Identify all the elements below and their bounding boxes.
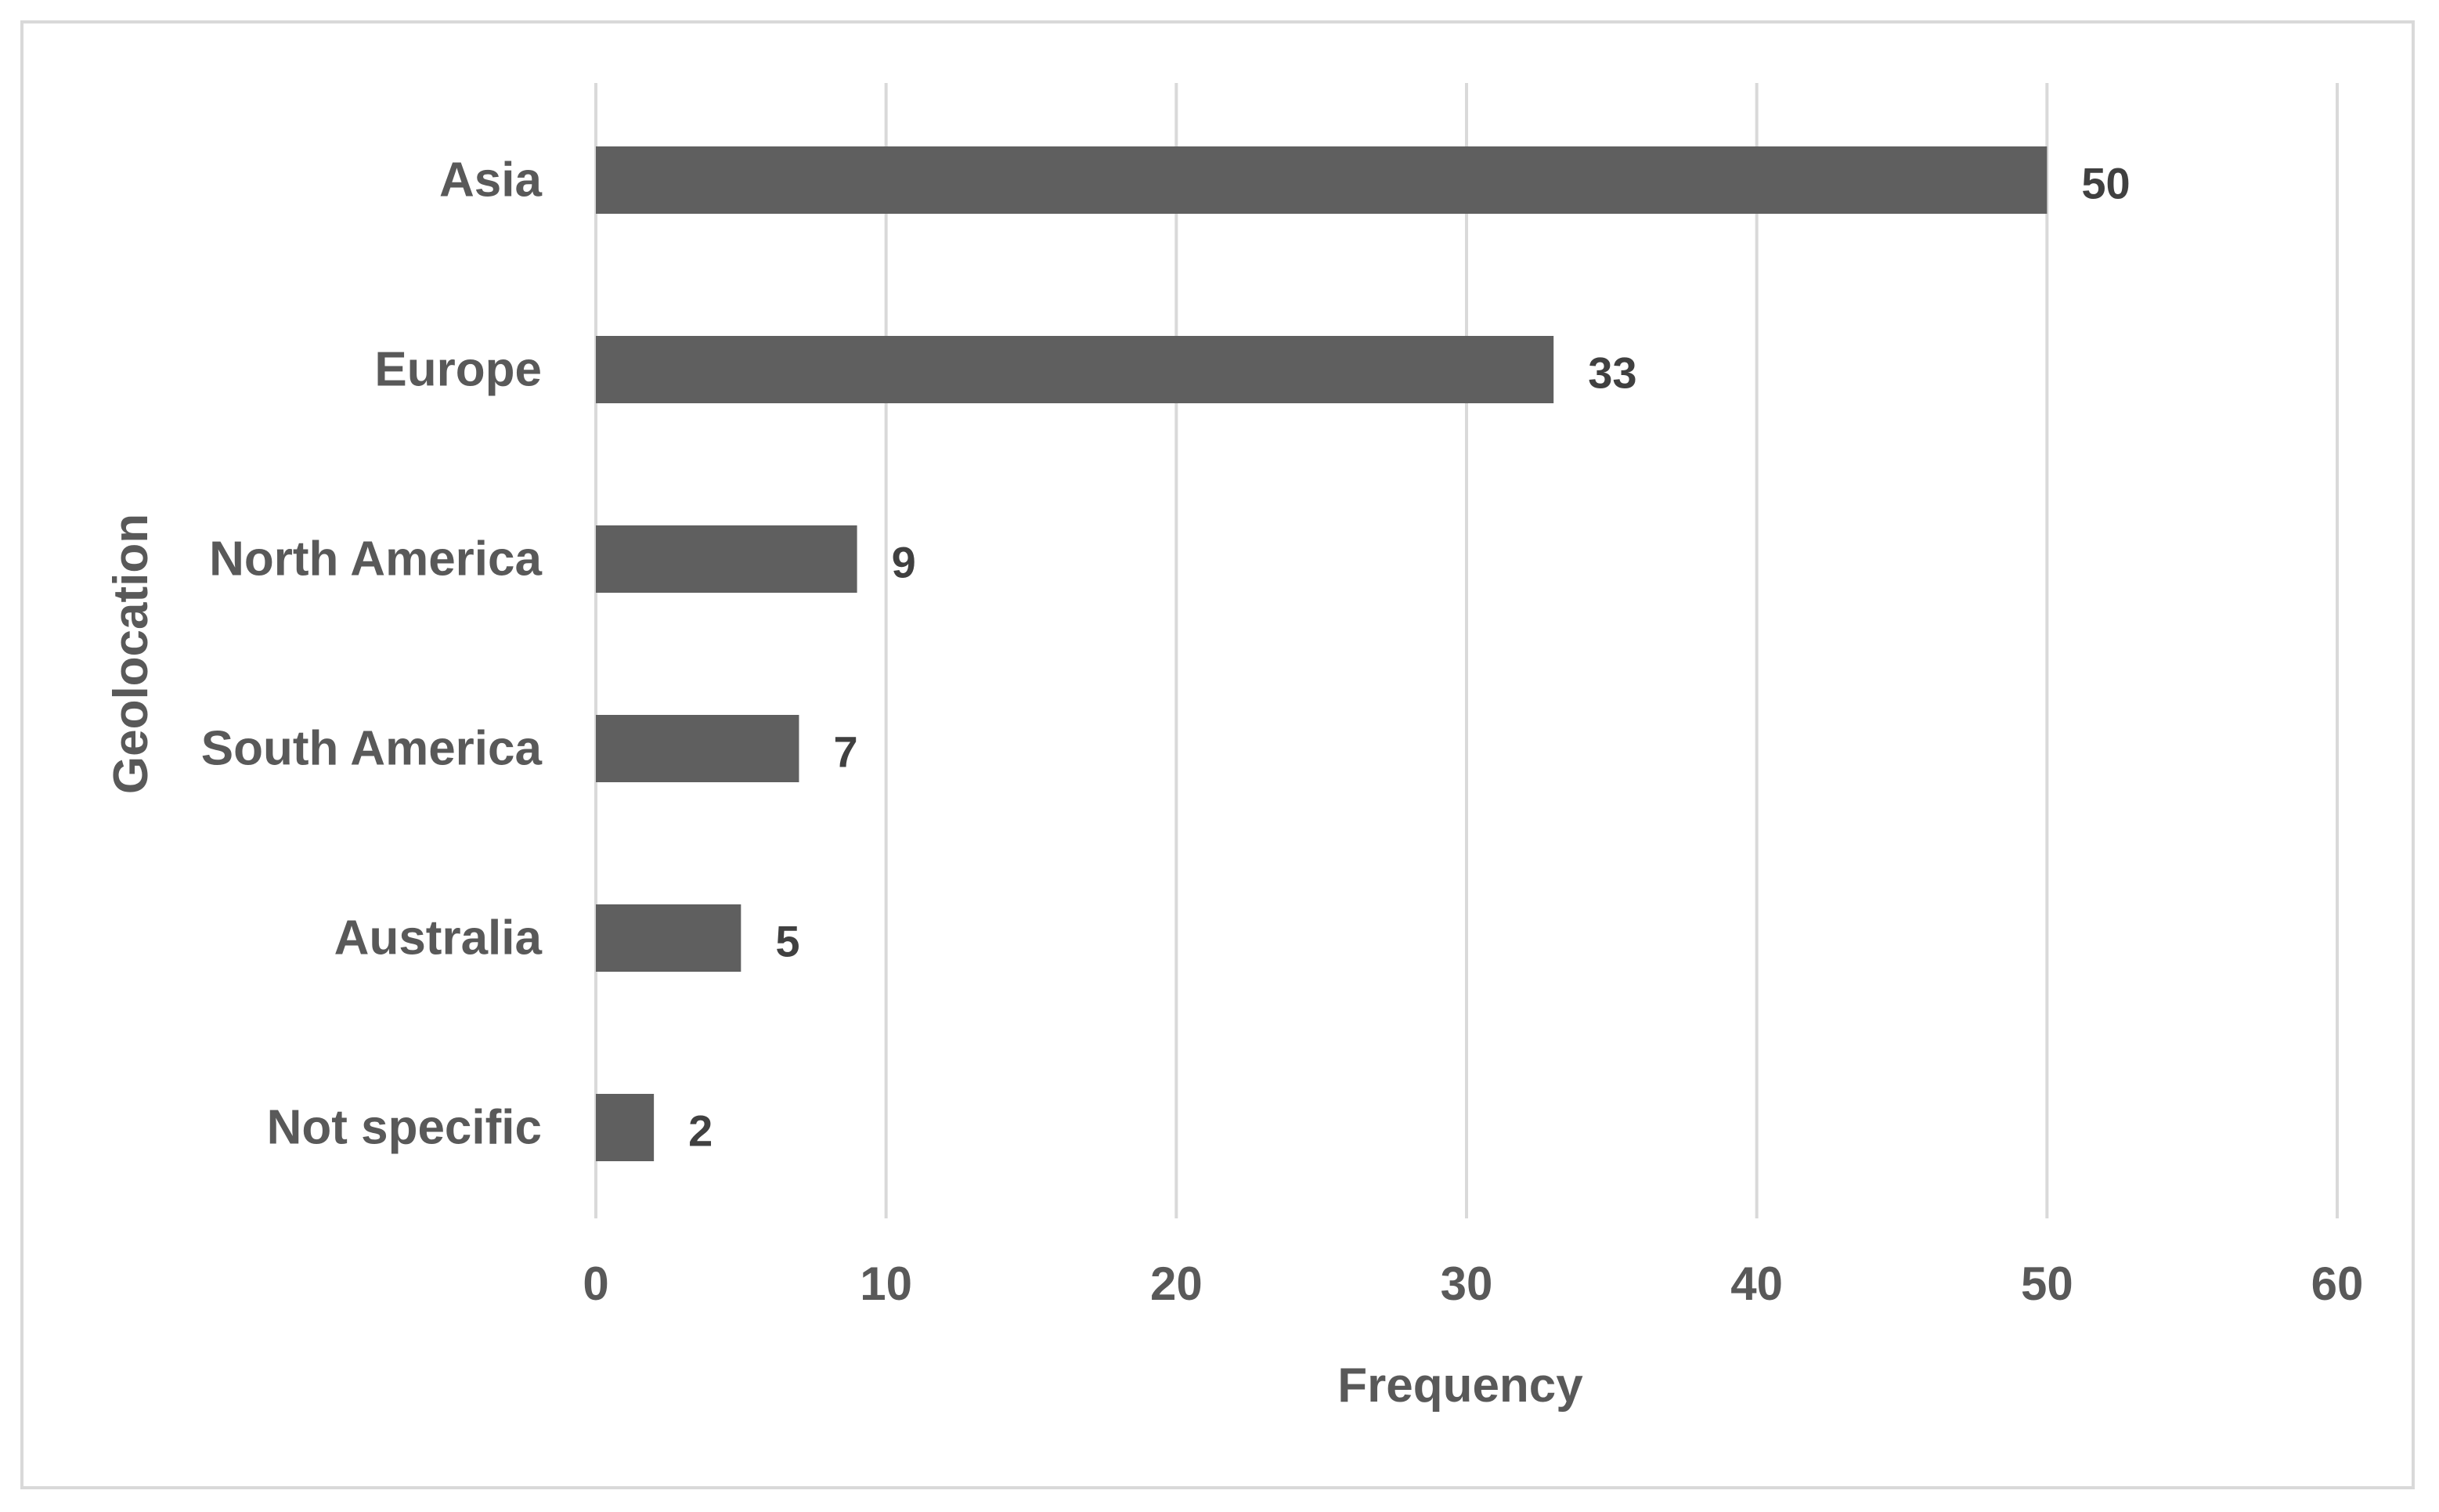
data-labels: 50 33 9 7 5 2 bbox=[688, 159, 2130, 1156]
x-tick-label: 10 bbox=[860, 1258, 912, 1310]
x-axis-tick-labels: 0 10 20 30 40 50 60 bbox=[583, 1258, 2363, 1310]
bars-layer bbox=[596, 146, 2048, 1161]
category-labels: Asia Europe North America South America Aust… bbox=[201, 153, 543, 1155]
data-label: 7 bbox=[833, 727, 857, 777]
x-tick-label: 60 bbox=[2311, 1258, 2364, 1310]
data-label: 9 bbox=[892, 538, 916, 587]
bar-north-america bbox=[596, 525, 857, 593]
x-tick-label: 50 bbox=[2021, 1258, 2073, 1310]
bar-not-specific bbox=[596, 1094, 655, 1161]
grid-layer bbox=[594, 83, 2339, 1218]
x-tick-label: 30 bbox=[1441, 1258, 1493, 1310]
data-label: 33 bbox=[1588, 348, 1636, 398]
bar-europe bbox=[596, 336, 1554, 403]
category-label: Europe bbox=[374, 343, 542, 397]
data-label: 50 bbox=[2081, 159, 2130, 208]
bar-australia bbox=[596, 904, 741, 972]
chart-frame bbox=[20, 20, 2415, 1489]
x-axis-title: Frequency bbox=[1337, 1359, 1583, 1413]
bar-south-america bbox=[596, 715, 799, 782]
data-label: 2 bbox=[688, 1106, 713, 1156]
category-label: Asia bbox=[439, 153, 542, 207]
x-tick-label: 0 bbox=[583, 1258, 608, 1310]
category-label: North America bbox=[209, 532, 542, 586]
category-label: Not specific bbox=[267, 1101, 542, 1155]
category-label: South America bbox=[201, 722, 543, 776]
data-label: 5 bbox=[775, 917, 799, 966]
bar-asia bbox=[596, 146, 2048, 214]
x-tick-label: 40 bbox=[1730, 1258, 1783, 1310]
x-tick-label: 20 bbox=[1150, 1258, 1203, 1310]
category-label: Australia bbox=[334, 911, 543, 965]
y-axis-title: Geolocation bbox=[104, 514, 158, 794]
